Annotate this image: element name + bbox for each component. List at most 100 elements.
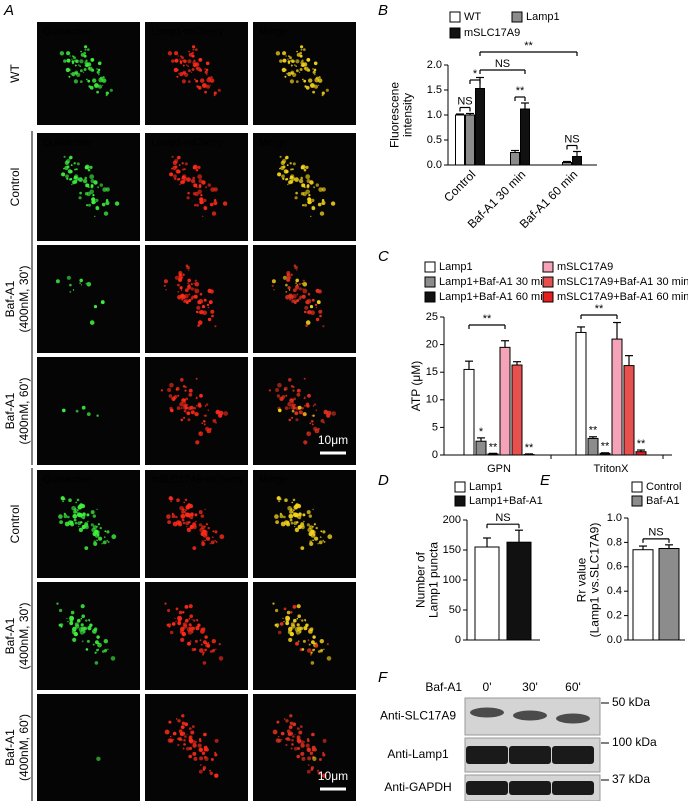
puncta <box>192 740 197 745</box>
blot-band <box>552 781 594 795</box>
puncta <box>202 83 207 88</box>
puncta <box>74 521 78 525</box>
puncta <box>87 183 90 186</box>
puncta <box>290 180 294 184</box>
significance-label: ** <box>601 441 610 453</box>
puncta <box>109 88 113 92</box>
puncta <box>285 719 289 723</box>
legend-label: mSLC17A9+Baf-A1 30 min <box>557 276 688 288</box>
puncta <box>181 56 184 60</box>
puncta <box>288 733 291 736</box>
puncta <box>96 70 100 74</box>
puncta <box>311 205 315 209</box>
puncta <box>172 739 175 741</box>
puncta <box>289 714 293 718</box>
puncta <box>295 80 299 83</box>
y-tick-label: 20 <box>426 339 438 351</box>
error-bar <box>639 545 647 550</box>
legend-swatch <box>542 291 554 303</box>
puncta <box>77 505 83 510</box>
error-bar <box>489 452 497 454</box>
puncta <box>205 68 209 72</box>
puncta <box>306 523 310 527</box>
puncta <box>327 534 333 540</box>
puncta <box>209 78 215 83</box>
puncta <box>194 288 196 290</box>
puncta <box>196 405 198 407</box>
puncta <box>303 397 306 400</box>
error-bar <box>515 529 523 543</box>
puncta <box>204 756 209 761</box>
puncta <box>312 90 315 94</box>
puncta <box>64 165 69 171</box>
puncta <box>300 45 304 49</box>
puncta <box>92 194 95 197</box>
puncta <box>196 203 199 207</box>
bar <box>511 364 523 456</box>
significance-bracket <box>479 51 578 56</box>
puncta <box>194 62 200 67</box>
micrograph <box>253 357 356 465</box>
micrograph <box>145 245 248 353</box>
puncta <box>307 648 312 653</box>
puncta <box>179 183 181 186</box>
puncta <box>86 639 90 643</box>
y-axis-label: ATP (μM) <box>409 361 423 411</box>
puncta <box>175 621 177 623</box>
puncta <box>96 525 99 528</box>
puncta <box>106 530 110 534</box>
puncta <box>303 79 307 83</box>
puncta <box>173 174 177 179</box>
puncta <box>281 395 286 399</box>
puncta <box>298 297 302 301</box>
significance-bracket <box>468 324 506 329</box>
puncta <box>191 630 194 633</box>
puncta <box>293 746 298 751</box>
puncta <box>192 546 197 550</box>
puncta <box>295 59 300 64</box>
error-bar <box>525 453 533 455</box>
puncta <box>309 541 314 547</box>
channel-label: Quinacrine <box>43 27 92 38</box>
puncta <box>65 174 69 179</box>
puncta <box>323 541 326 543</box>
puncta <box>195 79 199 83</box>
puncta <box>326 656 332 661</box>
puncta <box>187 282 190 284</box>
puncta <box>97 68 101 72</box>
puncta <box>195 741 197 743</box>
puncta <box>105 94 108 97</box>
puncta <box>279 155 282 158</box>
puncta <box>194 412 199 416</box>
bar <box>562 162 572 166</box>
puncta <box>321 187 326 192</box>
puncta <box>179 402 184 407</box>
puncta <box>214 753 218 757</box>
puncta <box>173 67 179 73</box>
puncta <box>103 211 109 216</box>
puncta <box>190 287 194 291</box>
micrograph <box>145 470 248 578</box>
error-bar <box>465 360 473 370</box>
puncta <box>188 735 193 740</box>
puncta <box>205 523 208 526</box>
puncta <box>106 539 109 542</box>
puncta <box>307 756 312 761</box>
puncta <box>318 76 321 79</box>
puncta <box>287 286 291 290</box>
y-tick-label: 100 <box>443 574 461 586</box>
puncta <box>300 751 305 756</box>
puncta <box>169 630 174 635</box>
puncta <box>306 431 312 437</box>
puncta <box>295 284 298 288</box>
puncta <box>290 747 293 750</box>
puncta <box>192 165 197 170</box>
puncta <box>318 758 322 761</box>
puncta <box>176 156 180 160</box>
puncta <box>193 59 196 62</box>
puncta <box>188 284 190 286</box>
puncta <box>292 509 295 512</box>
puncta <box>94 661 99 665</box>
puncta <box>301 59 304 62</box>
puncta <box>183 299 186 302</box>
